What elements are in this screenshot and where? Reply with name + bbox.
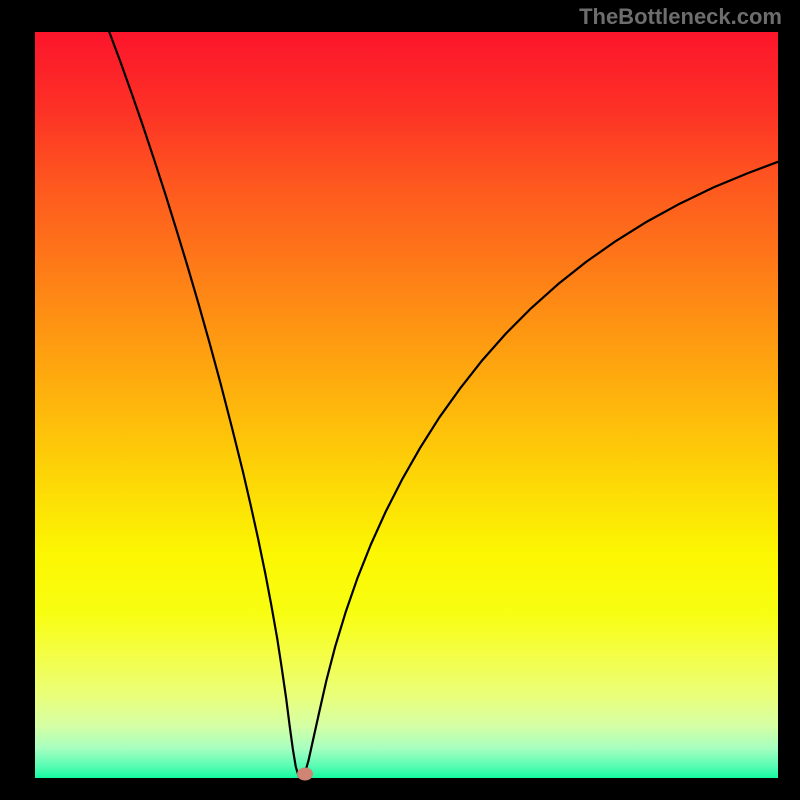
optimum-marker [297,768,313,781]
watermark-text: TheBottleneck.com [579,4,782,30]
chart-plot-area [35,32,778,778]
bottleneck-curve [109,32,778,778]
chart-curve-layer [35,32,778,778]
